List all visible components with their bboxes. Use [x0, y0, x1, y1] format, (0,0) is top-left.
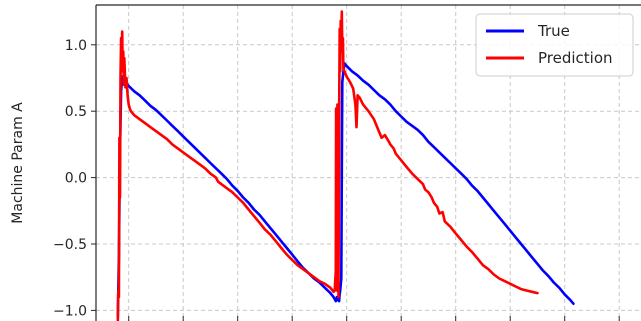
- legend-label-true: True: [537, 22, 570, 40]
- y-tick-label-1: 0.5: [65, 104, 87, 120]
- series-line-prediction: [116, 10, 539, 321]
- legend-label-prediction: Prediction: [538, 49, 613, 67]
- y-axis: 1.0 0.5 0.0 −0.5 −1.0: [53, 4, 641, 321]
- y-tick-label-0: 1.0: [65, 38, 87, 54]
- y-axis-label: Machine Param A: [10, 102, 26, 224]
- series-group: [116, 10, 575, 321]
- y-tick-label-4: −1.0: [53, 303, 87, 319]
- y-tick-label-2: 0.0: [65, 171, 87, 187]
- legend: True Prediction: [475, 13, 634, 77]
- y-tick-label-3: −0.5: [53, 237, 87, 253]
